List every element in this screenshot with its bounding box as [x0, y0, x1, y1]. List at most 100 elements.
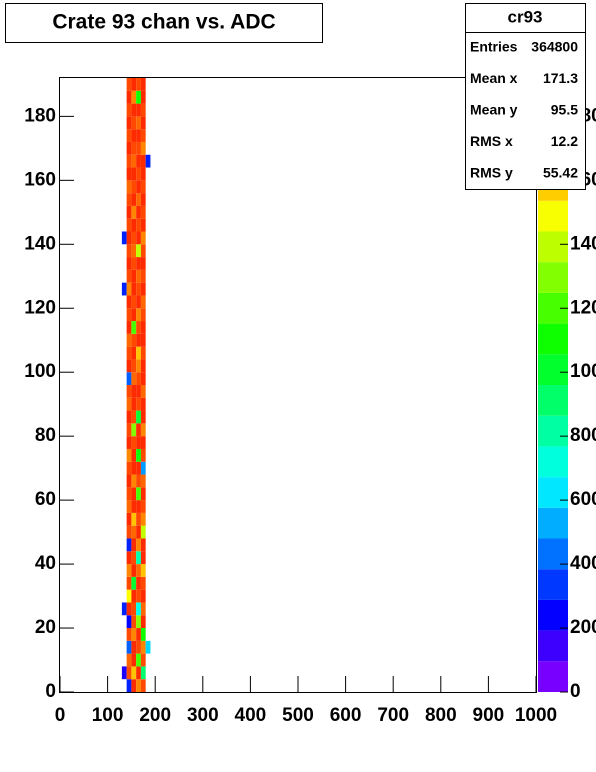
cell: [131, 372, 137, 385]
z-tick-label: 1400: [570, 233, 596, 254]
cell: [136, 397, 141, 411]
cell: [121, 282, 127, 296]
cell: [131, 205, 137, 219]
cell: [140, 551, 146, 565]
cell: [126, 282, 132, 296]
cell: [136, 589, 141, 603]
y-tick-label: 140: [24, 233, 56, 254]
cell: [126, 679, 132, 692]
cell: [140, 346, 146, 360]
stats-value: 12.2: [551, 133, 578, 149]
cell: [131, 525, 137, 539]
cell: [140, 218, 146, 232]
y-tick-label: 180: [24, 105, 56, 126]
cell: [136, 653, 141, 667]
cell: [126, 564, 132, 577]
cell: [126, 628, 132, 641]
cell: [126, 244, 132, 258]
x-tick-label: 300: [187, 705, 219, 726]
palette-box: [538, 231, 568, 263]
x-tick-label: 400: [235, 705, 267, 726]
cell: [136, 321, 141, 334]
stats-value: 171.3: [543, 70, 578, 86]
cell: [131, 321, 137, 334]
cell: [140, 461, 146, 475]
x-tick-label: 200: [139, 705, 171, 726]
cell: [126, 589, 132, 603]
stats-box: [465, 3, 586, 190]
cell: [126, 103, 132, 117]
palette-box: [538, 385, 568, 416]
cell: [136, 448, 141, 462]
cell: [136, 410, 141, 424]
title-box: [5, 3, 323, 43]
palette-box: [538, 446, 568, 478]
cell: [126, 410, 132, 424]
plot-frame: [59, 77, 537, 693]
cell: [140, 308, 146, 322]
cell: [136, 666, 141, 680]
cell: [131, 666, 137, 680]
stats-label: Entries: [470, 39, 518, 55]
cell: [121, 602, 127, 616]
palette-box: [538, 507, 568, 539]
cell: [131, 653, 137, 667]
palette-box: [538, 630, 568, 662]
stats-value: 55.42: [543, 165, 578, 181]
cell: [136, 474, 141, 488]
cell: [126, 141, 132, 155]
cell: [131, 180, 137, 194]
cell: [126, 295, 132, 309]
chart-title: Crate 93 chan vs. ADC: [52, 11, 275, 34]
cell: [136, 628, 141, 641]
cell: [126, 372, 132, 385]
palette-box: [538, 599, 568, 631]
cell: [131, 295, 137, 309]
cell: [140, 448, 146, 462]
z-tick-label: 400: [570, 553, 596, 574]
cell: [126, 269, 132, 283]
cell: [136, 423, 141, 437]
z-tick-label: 0: [570, 681, 581, 702]
cell: [131, 487, 137, 501]
cell: [131, 78, 137, 91]
cell: [140, 321, 146, 334]
cell: [136, 512, 141, 526]
cell: [136, 129, 141, 142]
cell: [126, 205, 132, 219]
cell: [140, 576, 146, 590]
cell: [126, 78, 132, 91]
cell: [136, 500, 141, 513]
stats-label: RMS y: [470, 165, 513, 181]
cell: [131, 90, 137, 104]
cell: [136, 615, 141, 629]
stats-value: 364800: [531, 39, 578, 55]
cell: [126, 602, 132, 616]
cell: [131, 385, 137, 398]
cell: [136, 385, 141, 398]
cell: [140, 615, 146, 629]
cell: [131, 218, 137, 232]
cell: [140, 538, 146, 552]
cell: [140, 205, 146, 219]
cell: [136, 78, 141, 91]
cell: [126, 129, 132, 142]
cell: [131, 538, 137, 552]
cell: [126, 116, 132, 130]
cell: [140, 103, 146, 117]
x-tick-label: 500: [282, 705, 314, 726]
cell: [126, 640, 132, 654]
y-tick-label: 160: [24, 169, 56, 190]
cell: [131, 116, 137, 130]
y-tick-label: 60: [35, 489, 56, 510]
cell: [126, 346, 132, 360]
cell: [140, 231, 146, 245]
y-tick-label: 40: [35, 553, 56, 574]
cell: [136, 346, 141, 360]
cell: [136, 218, 141, 232]
cell: [126, 167, 132, 181]
cell: [131, 679, 137, 692]
x-tick-label: 600: [330, 705, 362, 726]
